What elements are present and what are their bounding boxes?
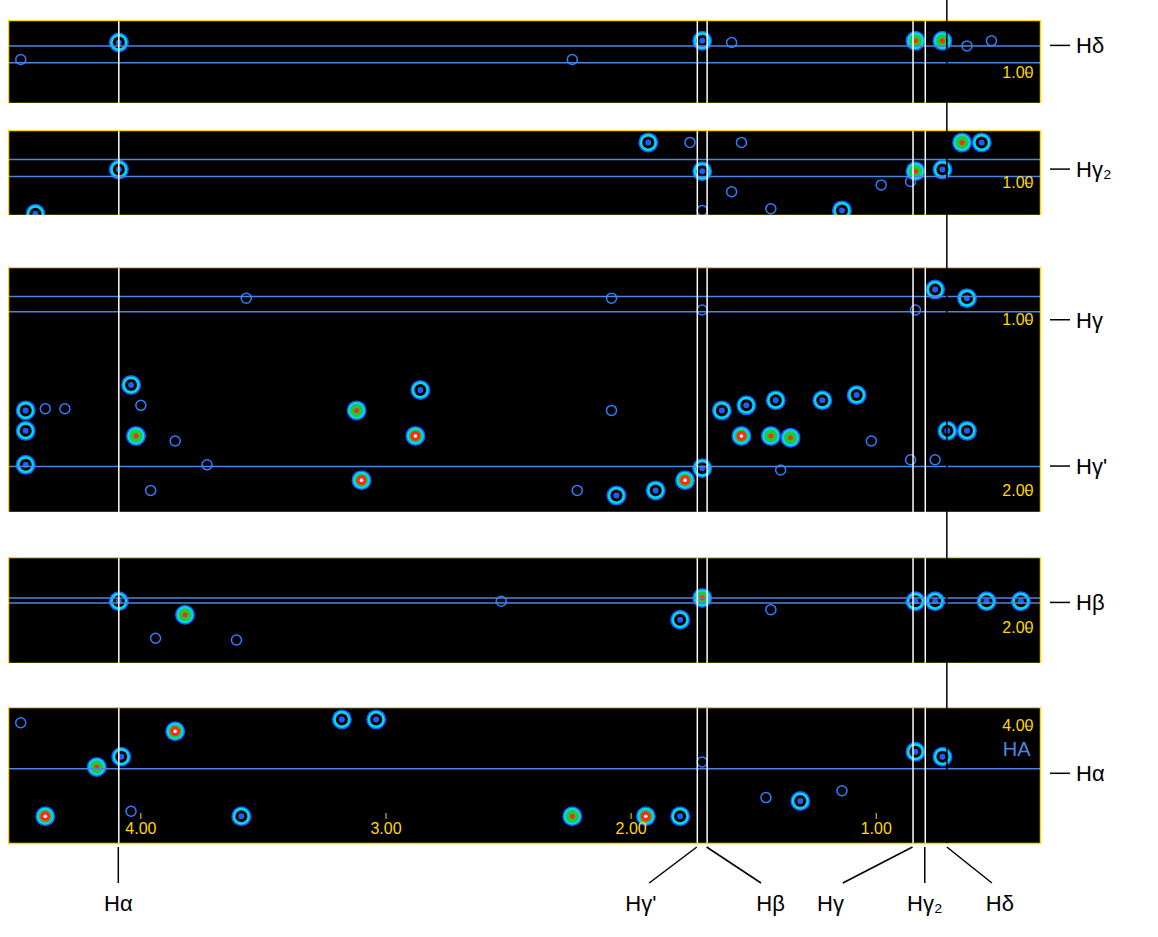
svg-text:Hδ: Hδ [1076, 33, 1104, 58]
svg-text:4.00: 4.00 [125, 820, 156, 837]
svg-text:HA: HA [1003, 738, 1031, 760]
svg-text:1.00: 1.00 [1002, 64, 1033, 81]
svg-text:Hγ': Hγ' [1076, 454, 1107, 479]
svg-text:Hγ': Hγ' [625, 891, 656, 916]
svg-text:2.00: 2.00 [1002, 619, 1033, 636]
svg-text:1.00: 1.00 [861, 820, 892, 837]
svg-text:1.00: 1.00 [1002, 174, 1033, 191]
svg-text:Hγ₂: Hγ₂ [1076, 157, 1111, 182]
svg-text:Hγ: Hγ [817, 891, 844, 916]
svg-text:Hα: Hα [1076, 761, 1105, 786]
svg-text:Hβ: Hβ [1076, 590, 1105, 615]
svg-text:3.00: 3.00 [370, 820, 401, 837]
svg-text:Hβ: Hβ [756, 891, 785, 916]
svg-text:Hγ₂: Hγ₂ [907, 891, 942, 916]
svg-text:Hα: Hα [104, 891, 133, 916]
svg-text:2.00: 2.00 [1002, 482, 1033, 499]
svg-text:1.00: 1.00 [1002, 311, 1033, 328]
svg-text:4.00: 4.00 [1002, 717, 1033, 734]
svg-text:Hγ: Hγ [1076, 308, 1103, 333]
svg-text:2.00: 2.00 [616, 820, 647, 837]
svg-text:Hδ: Hδ [986, 891, 1014, 916]
